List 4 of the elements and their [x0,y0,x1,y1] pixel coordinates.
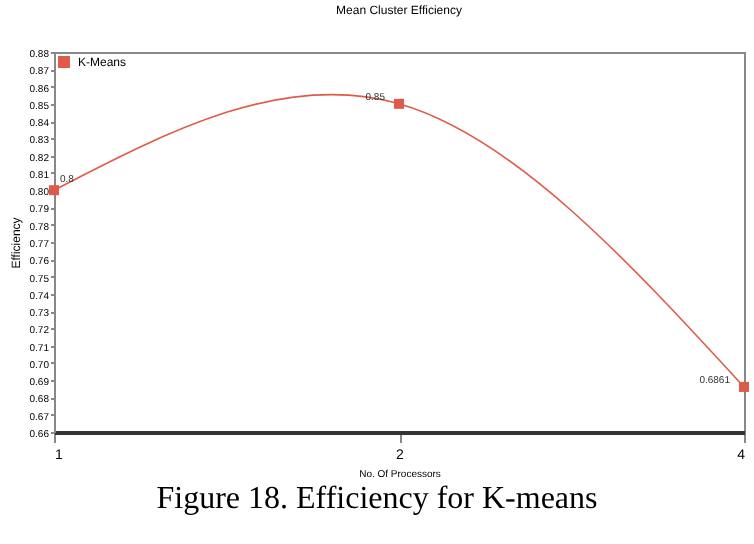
point [394,98,404,109]
caption: Figure 18. Efficiency for K-means [154,482,600,518]
point [49,185,59,196]
point [739,381,749,392]
